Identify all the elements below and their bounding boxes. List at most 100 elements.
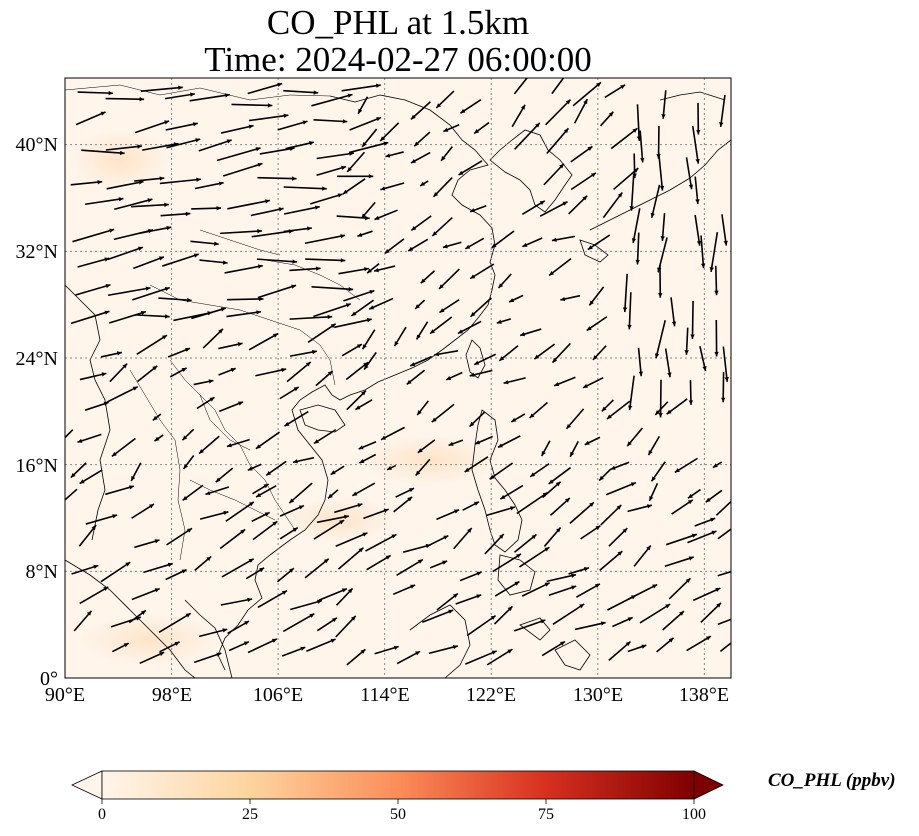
wind-arrow xyxy=(684,327,689,355)
wind-arrow xyxy=(283,205,320,215)
wind-arrow xyxy=(73,610,93,632)
wind-arrow xyxy=(248,332,279,351)
wind-arrow xyxy=(105,144,143,151)
wind-arrow xyxy=(601,399,614,412)
wind-arrow xyxy=(78,524,97,547)
wind-arrow xyxy=(279,386,300,400)
wind-arrow xyxy=(316,165,347,177)
wind-arrow xyxy=(202,328,224,349)
wind-arrow xyxy=(75,283,111,296)
wind-arrow xyxy=(357,96,369,115)
wind-arrow xyxy=(106,385,139,403)
wind-arrow xyxy=(671,499,694,515)
wind-arrow xyxy=(226,296,264,302)
wind-arrow xyxy=(160,211,191,217)
wind-arrow xyxy=(513,619,546,632)
wind-arrow xyxy=(629,175,635,211)
wind-arrow xyxy=(373,265,396,273)
wind-arrow xyxy=(420,270,436,284)
wind-arrow xyxy=(396,650,421,665)
wind-arrow xyxy=(311,93,353,107)
wind-arrow xyxy=(279,527,299,540)
wind-arrow xyxy=(218,342,243,350)
wind-arrow xyxy=(358,441,377,450)
wind-arrow xyxy=(385,151,404,158)
wind-arrow xyxy=(158,612,192,634)
wind-arrow xyxy=(165,92,195,100)
lat-tick-label: 8°N xyxy=(25,561,58,583)
wind-arrow xyxy=(131,503,155,519)
wind-arrow xyxy=(395,487,415,498)
wind-arrow xyxy=(606,400,631,420)
wind-arrow xyxy=(484,533,505,555)
wind-arrow xyxy=(134,176,165,182)
wind-arrow xyxy=(521,582,550,597)
wind-arrow xyxy=(685,157,694,190)
wind-arrow xyxy=(486,648,513,666)
wind-arrow xyxy=(666,398,688,415)
wind-arrow xyxy=(543,163,565,186)
wind-arrow xyxy=(306,638,336,653)
wind-arrow xyxy=(279,504,305,517)
wind-arrow xyxy=(71,564,99,575)
wind-arrow xyxy=(513,78,529,95)
wind-arrow xyxy=(696,102,701,135)
wind-arrow xyxy=(81,149,125,156)
wind-arrow xyxy=(111,437,136,458)
wind-arrow xyxy=(255,485,277,498)
wind-arrow xyxy=(65,429,74,439)
lon-tick-label: 114°E xyxy=(360,684,410,706)
wind-arrow xyxy=(252,483,269,495)
wind-arrow xyxy=(265,460,287,477)
wind-arrow xyxy=(351,482,376,497)
wind-arrow xyxy=(228,640,250,652)
wind-arrow xyxy=(346,648,366,666)
wind-arrow xyxy=(134,120,170,134)
wind-arrow xyxy=(227,199,271,210)
lat-tick-label: 16°N xyxy=(15,455,58,477)
colorbar-high-extension xyxy=(693,770,724,800)
wind-arrow xyxy=(519,328,542,337)
wind-arrow xyxy=(721,372,726,403)
wind-arrow xyxy=(470,297,492,318)
wind-arrow xyxy=(410,215,432,232)
wind-arrow xyxy=(469,263,495,280)
wind-arrow xyxy=(277,120,308,131)
wind-arrow xyxy=(190,240,219,246)
wind-arrow xyxy=(289,314,333,320)
wind-arrow xyxy=(626,427,644,447)
lat-tick-label: 0° xyxy=(40,668,58,690)
wind-arrow xyxy=(409,355,433,367)
wind-arrow xyxy=(493,605,513,625)
wind-arrow xyxy=(654,401,669,416)
wind-arrow xyxy=(193,652,222,664)
wind-arrow xyxy=(627,292,632,330)
wind-arrow xyxy=(719,94,726,127)
wind-arrow xyxy=(448,439,464,447)
wind-arrow xyxy=(436,509,460,521)
lon-tick-label: 98°E xyxy=(151,684,193,706)
wind-arrow xyxy=(406,369,426,386)
wind-arrow xyxy=(462,501,480,511)
wind-arrow xyxy=(670,297,677,327)
co-plume-patch xyxy=(285,498,395,542)
wind-arrow xyxy=(140,85,183,93)
wind-arrow xyxy=(79,469,103,485)
wind-arrow xyxy=(342,178,366,195)
wind-arrow xyxy=(662,610,685,631)
wind-arrow xyxy=(610,461,630,471)
wind-arrow xyxy=(348,141,389,154)
wind-arrow xyxy=(219,228,262,235)
wind-arrow xyxy=(198,139,232,152)
lat-tick-label: 32°N xyxy=(15,241,58,263)
wind-arrow xyxy=(658,379,663,418)
wind-arrow xyxy=(602,191,623,219)
wind-arrow xyxy=(198,628,228,638)
wind-arrow xyxy=(453,527,473,550)
wind-arrow xyxy=(717,528,731,540)
wind-arrow xyxy=(327,489,339,499)
wind-arrow xyxy=(111,642,130,653)
wind-arrow xyxy=(181,428,195,441)
wind-arrow xyxy=(717,618,731,626)
wind-arrow xyxy=(330,465,345,476)
